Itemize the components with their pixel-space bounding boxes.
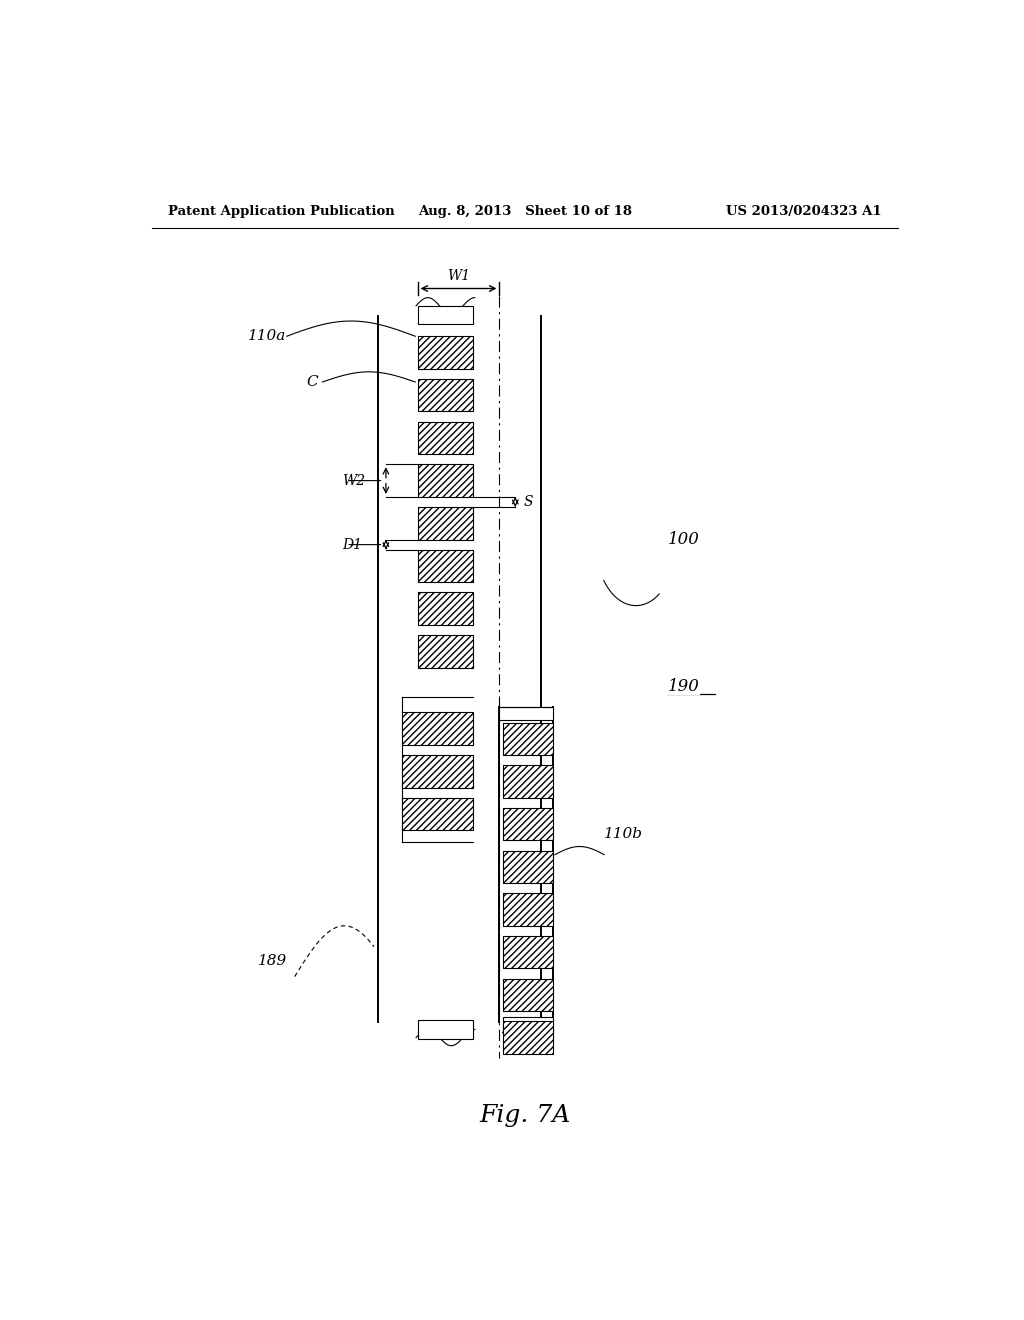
Bar <box>418 306 473 325</box>
Bar <box>401 797 473 830</box>
Text: S: S <box>523 495 532 510</box>
Bar <box>418 635 473 668</box>
Bar <box>503 1018 553 1034</box>
Bar <box>503 808 553 841</box>
Bar <box>418 549 473 582</box>
Bar <box>418 507 473 540</box>
Bar <box>418 593 473 624</box>
Bar <box>401 755 473 788</box>
Bar <box>418 337 473 368</box>
Text: Fig. 7A: Fig. 7A <box>479 1105 570 1127</box>
Text: 110b: 110b <box>604 828 643 841</box>
Bar <box>418 635 473 668</box>
Bar <box>418 465 473 496</box>
Text: C: C <box>307 375 318 389</box>
Bar <box>418 593 473 624</box>
Bar <box>401 755 473 788</box>
Text: 100: 100 <box>668 531 699 548</box>
Bar <box>418 507 473 540</box>
Bar <box>401 697 473 709</box>
Bar <box>503 936 553 969</box>
Bar <box>401 713 473 744</box>
Bar <box>418 379 473 412</box>
Text: Patent Application Publication: Patent Application Publication <box>168 205 394 218</box>
Text: 189: 189 <box>257 954 287 969</box>
Bar <box>418 421 473 454</box>
Bar <box>503 722 553 755</box>
Bar <box>503 850 553 883</box>
Text: W1: W1 <box>446 269 470 284</box>
Bar <box>503 766 553 797</box>
Bar <box>503 936 553 969</box>
Bar <box>503 978 553 1011</box>
Text: 110a: 110a <box>249 329 287 343</box>
Bar <box>503 722 553 755</box>
Bar <box>503 850 553 883</box>
Text: Aug. 8, 2013   Sheet 10 of 18: Aug. 8, 2013 Sheet 10 of 18 <box>418 205 632 218</box>
Bar <box>500 708 553 721</box>
Bar <box>503 808 553 841</box>
Text: US 2013/0204323 A1: US 2013/0204323 A1 <box>726 205 882 218</box>
Text: D1: D1 <box>342 537 362 552</box>
Bar <box>418 421 473 454</box>
Bar <box>503 766 553 797</box>
Bar <box>418 549 473 582</box>
Text: W2: W2 <box>342 474 366 487</box>
Bar <box>418 1020 473 1039</box>
Bar <box>418 337 473 368</box>
Bar <box>503 1022 553 1053</box>
Text: 190: 190 <box>668 678 699 696</box>
Bar <box>503 894 553 925</box>
Bar <box>401 797 473 830</box>
Bar <box>401 713 473 744</box>
Bar <box>503 978 553 1011</box>
Bar <box>503 894 553 925</box>
Bar <box>418 379 473 412</box>
Bar <box>503 1022 553 1053</box>
Bar <box>418 465 473 496</box>
